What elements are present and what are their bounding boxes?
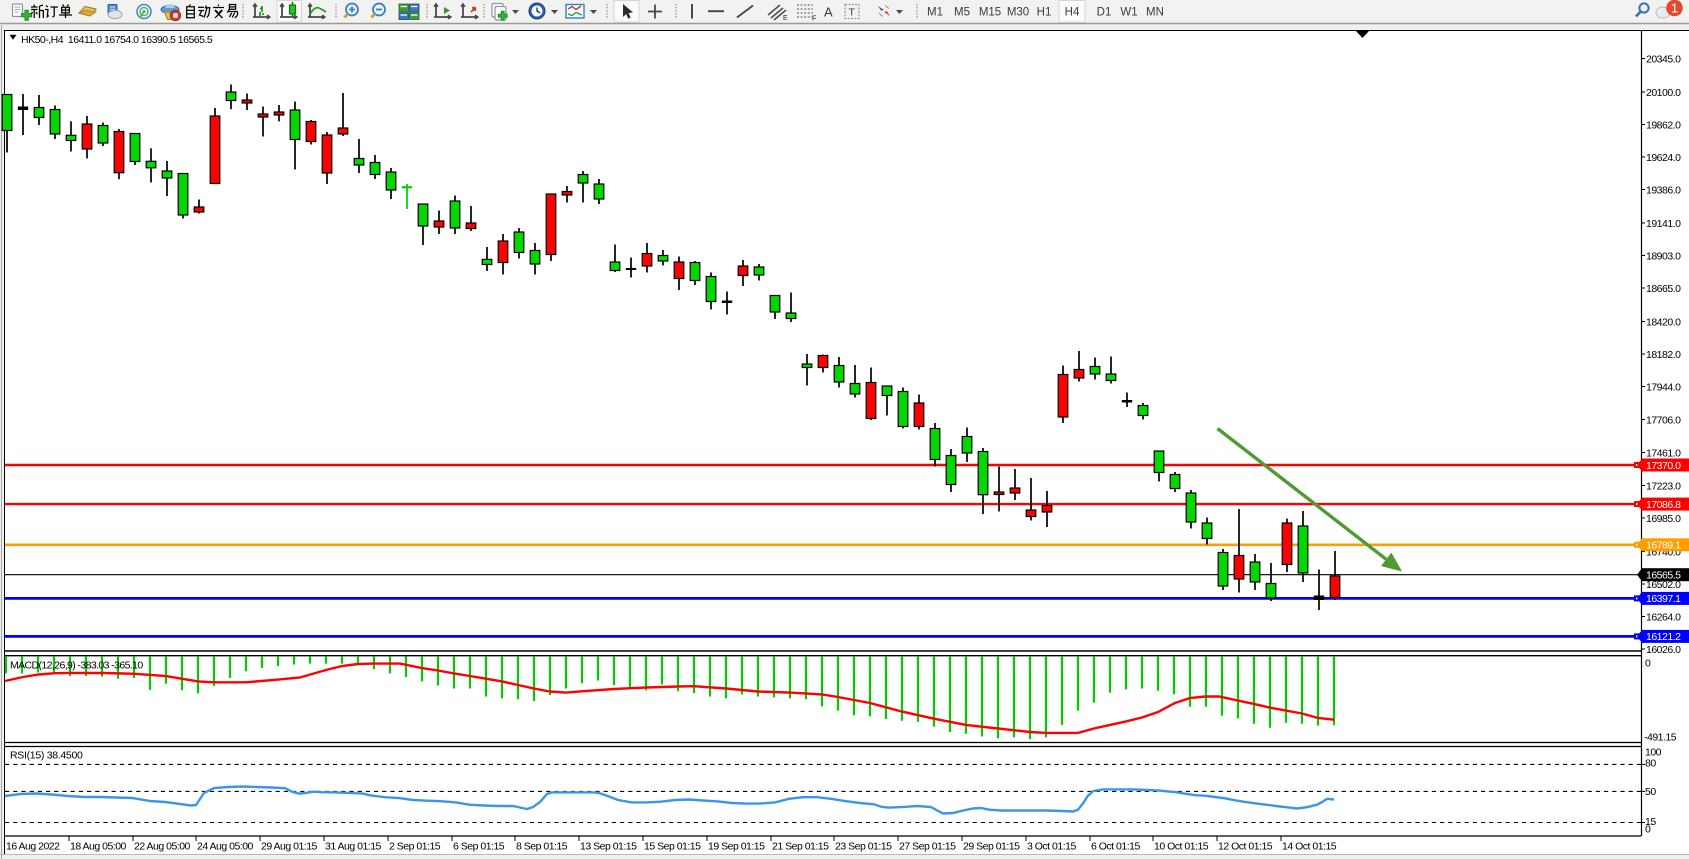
svg-text:23 Sep 01:15: 23 Sep 01:15: [835, 841, 892, 853]
svg-text:16121.2: 16121.2: [1646, 631, 1681, 643]
svg-text:18420.0: 18420.0: [1646, 316, 1681, 328]
svg-text:E: E: [783, 15, 788, 22]
svg-text:RSI(15) 38.4500: RSI(15) 38.4500: [10, 750, 83, 762]
svg-text:100: 100: [1645, 747, 1662, 759]
svg-text:29 Aug 01:15: 29 Aug 01:15: [261, 841, 318, 853]
svg-text:16789.1: 16789.1: [1646, 540, 1681, 552]
svg-text:F: F: [812, 16, 816, 23]
svg-text:17223.0: 17223.0: [1646, 480, 1681, 492]
svg-text:17370.0: 17370.0: [1646, 460, 1681, 472]
svg-text:15: 15: [1645, 816, 1656, 828]
svg-text:M30: M30: [1007, 7, 1029, 19]
svg-text:17461.0: 17461.0: [1646, 447, 1681, 459]
svg-text:0: 0: [1645, 824, 1651, 836]
svg-text:H4: H4: [1065, 7, 1080, 19]
svg-text:MACD(12,26,9) -383.03 -365.10: MACD(12,26,9) -383.03 -365.10: [10, 660, 143, 672]
svg-text:19141.0: 19141.0: [1646, 218, 1681, 230]
svg-text:80: 80: [1645, 758, 1656, 770]
svg-text:27 Sep 01:15: 27 Sep 01:15: [899, 841, 956, 853]
svg-text:6 Sep 01:15: 6 Sep 01:15: [453, 841, 505, 853]
svg-text:1: 1: [1671, 1, 1678, 16]
svg-text:19 Sep 01:15: 19 Sep 01:15: [708, 841, 765, 853]
svg-text:T: T: [849, 7, 856, 19]
svg-text:20345.0: 20345.0: [1646, 53, 1681, 65]
svg-text:20100.0: 20100.0: [1646, 87, 1681, 99]
svg-text:M15: M15: [979, 7, 1001, 19]
svg-text:18182.0: 18182.0: [1646, 349, 1681, 361]
svg-text:12 Oct 01:15: 12 Oct 01:15: [1218, 841, 1273, 853]
svg-text:-491.15: -491.15: [1644, 732, 1677, 744]
svg-text:21 Sep 01:15: 21 Sep 01:15: [772, 841, 829, 853]
svg-text:19862.0: 19862.0: [1646, 119, 1681, 131]
svg-text:A: A: [824, 5, 833, 20]
svg-text:16264.0: 16264.0: [1646, 611, 1681, 623]
svg-text:18903.0: 18903.0: [1646, 250, 1681, 262]
svg-text:17086.8: 17086.8: [1646, 499, 1681, 511]
svg-text:6 Oct 01:15: 6 Oct 01:15: [1091, 841, 1140, 853]
svg-text:M5: M5: [954, 7, 970, 19]
svg-text:13 Sep 01:15: 13 Sep 01:15: [580, 841, 637, 853]
svg-text:24 Aug 05:00: 24 Aug 05:00: [197, 841, 254, 853]
svg-text:50: 50: [1645, 786, 1656, 798]
svg-text:W1: W1: [1120, 7, 1137, 19]
svg-text:14 Oct 01:15: 14 Oct 01:15: [1282, 841, 1337, 853]
svg-text:8 Sep 01:15: 8 Sep 01:15: [516, 841, 568, 853]
svg-text:16502.0: 16502.0: [1646, 579, 1681, 591]
svg-text:MN: MN: [1146, 7, 1164, 19]
svg-text:16026.0: 16026.0: [1646, 644, 1681, 656]
svg-text:17944.0: 17944.0: [1646, 381, 1681, 393]
svg-text:2 Sep 01:15: 2 Sep 01:15: [389, 841, 441, 853]
svg-text:D1: D1: [1097, 7, 1112, 19]
svg-text:18665.0: 18665.0: [1646, 283, 1681, 295]
svg-text:18 Aug 05:00: 18 Aug 05:00: [70, 841, 127, 853]
svg-text:0: 0: [1645, 658, 1651, 670]
svg-text:16565.5: 16565.5: [1646, 570, 1681, 582]
svg-text:16397.1: 16397.1: [1646, 593, 1681, 605]
svg-text:31 Aug 01:15: 31 Aug 01:15: [325, 841, 382, 853]
svg-text:M1: M1: [927, 7, 943, 19]
svg-text:29 Sep 01:15: 29 Sep 01:15: [963, 841, 1020, 853]
svg-text:3 Oct 01:15: 3 Oct 01:15: [1027, 841, 1076, 853]
svg-text:10 Oct 01:15: 10 Oct 01:15: [1154, 841, 1209, 853]
svg-text:19386.0: 19386.0: [1646, 184, 1681, 196]
svg-text:16985.0: 16985.0: [1646, 513, 1681, 525]
svg-text:19624.0: 19624.0: [1646, 152, 1681, 164]
svg-text:16 Aug 2022: 16 Aug 2022: [6, 841, 60, 853]
svg-text:H1: H1: [1037, 7, 1052, 19]
svg-text:HK50-,H4 16411.0 16754.0 1639: HK50-,H4 16411.0 16754.0 16390.5 16565.5: [21, 34, 213, 46]
svg-text:17706.0: 17706.0: [1646, 414, 1681, 426]
svg-text:22 Aug 05:00: 22 Aug 05:00: [134, 841, 191, 853]
svg-text:15 Sep 01:15: 15 Sep 01:15: [644, 841, 701, 853]
